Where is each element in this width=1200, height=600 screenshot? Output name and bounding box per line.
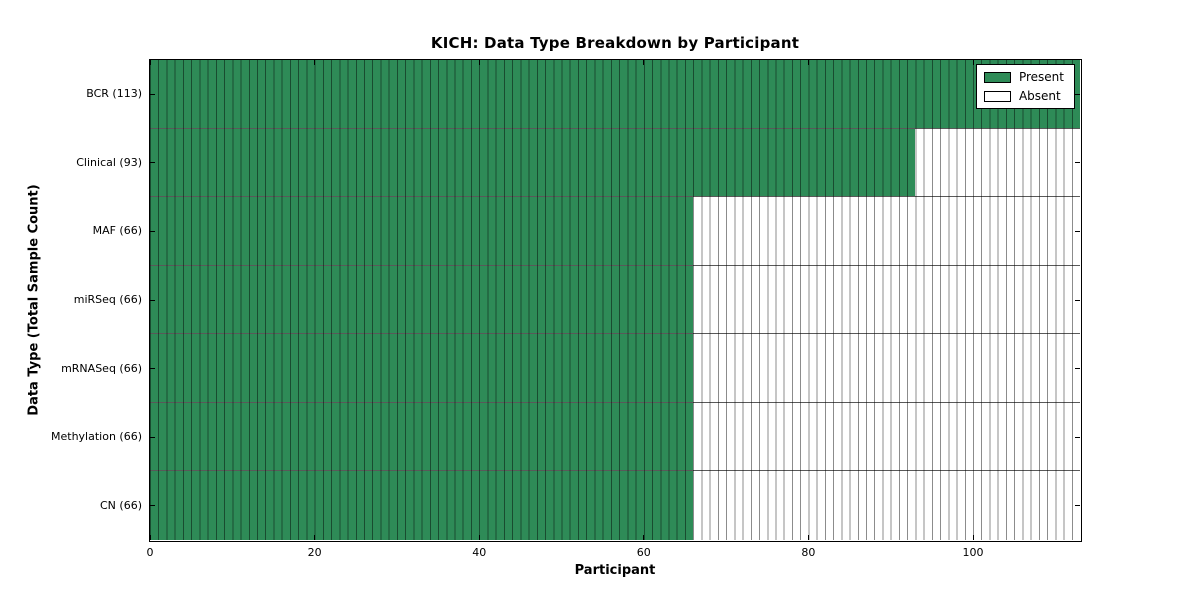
legend-present-swatch <box>983 71 1011 83</box>
x-tick-label: 60 <box>636 546 651 559</box>
x-axis-label: Participant <box>574 563 656 578</box>
present-segment-Clinical <box>150 128 916 197</box>
x-tick-label: 0 <box>146 546 154 559</box>
heatmap-row-CN <box>150 471 1080 540</box>
plot-area: Present Absent <box>148 58 1082 542</box>
present-segment-CN <box>150 471 694 540</box>
present-segment-miRSeq <box>150 265 694 334</box>
y-tick-label-Methylation: Methylation (66) <box>51 430 142 444</box>
present-segment-MAF <box>150 197 694 265</box>
legend-absent-swatch <box>983 90 1011 102</box>
y-tick-label-CN: CN (66) <box>100 498 142 512</box>
heatmap-rows-container <box>150 60 1080 540</box>
legend-item-absent: Absent <box>983 89 1064 103</box>
heatmap-row-Methylation <box>150 402 1080 472</box>
x-tick-label: 100 <box>962 546 984 559</box>
heatmap-row-miRSeq <box>150 265 1080 335</box>
legend-absent-label: Absent <box>1018 89 1061 103</box>
legend: Present Absent <box>975 64 1075 109</box>
present-segment-BCR <box>150 60 1080 128</box>
chart-title: KICH: Data Type Breakdown by Participant <box>430 34 800 52</box>
present-segment-Methylation <box>150 402 694 471</box>
y-tick-label-miRSeq: miRSeq (66) <box>73 293 142 306</box>
heatmap-row-BCR <box>150 60 1080 129</box>
present-segment-mRNASeq <box>150 334 694 402</box>
y-tick-label-MAF: MAF (66) <box>92 224 142 238</box>
legend-item-present: Present <box>983 70 1064 84</box>
y-tick-label-Clinical: Clinical (93) <box>76 155 142 169</box>
heatmap-row-MAF <box>150 197 1080 266</box>
y-tick-label-mRNASeq: mRNASeq (66) <box>61 361 142 375</box>
heatmap-row-mRNASeq <box>150 334 1080 403</box>
legend-present-label: Present <box>1018 70 1064 84</box>
x-tick-label: 80 <box>801 546 816 559</box>
x-tick-label: 20 <box>307 546 322 559</box>
y-axis-label: Data Type (Total Sample Count) <box>26 184 42 416</box>
y-tick-label-BCR: BCR (113) <box>86 87 142 101</box>
heatmap-row-Clinical <box>150 128 1080 198</box>
x-tick-label: 40 <box>472 546 487 559</box>
